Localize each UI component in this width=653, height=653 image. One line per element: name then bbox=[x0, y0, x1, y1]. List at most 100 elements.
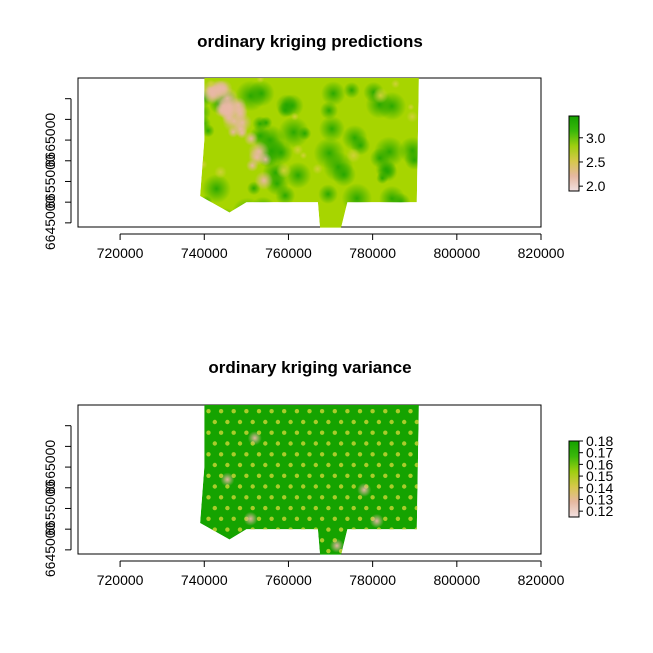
sample-dot bbox=[351, 527, 356, 532]
y-tick-label: 6645000 bbox=[42, 522, 58, 577]
sample-dot bbox=[282, 495, 287, 500]
x-tick-label: 820000 bbox=[518, 245, 565, 261]
sample-dot bbox=[294, 516, 300, 521]
sample-dot bbox=[408, 430, 413, 435]
sample-dot bbox=[269, 409, 274, 414]
sample-dot bbox=[288, 484, 293, 489]
sample-dot bbox=[364, 505, 369, 511]
texture-blob bbox=[404, 150, 419, 170]
sample-dot bbox=[338, 505, 344, 511]
sample-dot bbox=[313, 484, 318, 489]
sample-dot bbox=[414, 527, 419, 532]
texture-blob bbox=[331, 162, 356, 187]
texture-blob bbox=[214, 103, 229, 118]
sample-dot bbox=[408, 473, 413, 478]
sample-dot bbox=[357, 538, 363, 543]
sample-dot bbox=[288, 548, 293, 554]
y-tick-label: 6665000 bbox=[42, 440, 58, 495]
sample-dot bbox=[313, 505, 318, 511]
sample-dot bbox=[237, 484, 243, 489]
sample-dot bbox=[402, 419, 407, 425]
texture-blob bbox=[230, 101, 249, 119]
sample-dot bbox=[319, 473, 325, 478]
sample-dot bbox=[307, 452, 312, 457]
sample-dot bbox=[326, 548, 331, 554]
texture-blob bbox=[366, 211, 381, 226]
sample-dot bbox=[376, 527, 382, 532]
x-axis: 720000 740000 760000 780000 800000 820000 bbox=[97, 233, 565, 261]
sample-dot bbox=[269, 473, 274, 478]
texture-blob bbox=[283, 214, 296, 226]
sample-dot bbox=[225, 441, 230, 446]
sample-dot bbox=[345, 516, 350, 521]
sample-dot bbox=[250, 462, 255, 468]
sample-dot bbox=[263, 505, 268, 511]
sample-dot bbox=[414, 484, 419, 489]
sample-dot bbox=[307, 538, 312, 543]
sample-dot bbox=[206, 538, 211, 543]
sample-dot bbox=[244, 430, 249, 435]
sample-dot bbox=[231, 430, 236, 435]
sample-dot bbox=[288, 419, 293, 425]
sample-dot bbox=[288, 462, 293, 468]
sample-dot bbox=[402, 505, 407, 511]
sample-dot bbox=[338, 419, 344, 425]
sample-dot bbox=[395, 473, 401, 478]
sample-dot bbox=[206, 409, 211, 414]
sample-dot bbox=[218, 452, 224, 457]
sample-dot bbox=[256, 538, 262, 543]
sample-dot bbox=[269, 430, 274, 435]
sample-dot bbox=[408, 452, 413, 457]
sample-dot bbox=[351, 462, 356, 468]
sample-dot bbox=[376, 441, 382, 446]
texture-blob bbox=[343, 82, 360, 99]
texture-blob bbox=[275, 185, 296, 206]
texture-blob bbox=[213, 208, 237, 228]
x-axis: 720000 740000 760000 780000 800000 820000 bbox=[97, 560, 565, 588]
sample-dot bbox=[357, 430, 363, 435]
sample-dot bbox=[364, 527, 369, 532]
sample-dot bbox=[370, 430, 375, 435]
sample-dot bbox=[225, 527, 230, 532]
texture-blob bbox=[201, 124, 215, 138]
sample-dot bbox=[313, 548, 318, 554]
low-variance-patch bbox=[329, 538, 344, 553]
sample-dot bbox=[218, 430, 224, 435]
sample-dot bbox=[376, 462, 382, 468]
texture-blob bbox=[376, 172, 389, 185]
low-variance-patch bbox=[243, 511, 258, 526]
sample-dot bbox=[345, 452, 350, 457]
sample-dot bbox=[282, 473, 287, 478]
sample-dot bbox=[301, 527, 306, 532]
sample-dot bbox=[275, 484, 281, 489]
texture-blob bbox=[250, 196, 276, 222]
texture-blob bbox=[284, 161, 312, 189]
sample-dot bbox=[301, 484, 306, 489]
sample-dot bbox=[231, 495, 236, 500]
sample-dot bbox=[212, 484, 217, 489]
sample-dot bbox=[294, 538, 300, 543]
sample-dot bbox=[225, 419, 230, 425]
sample-dot bbox=[212, 527, 217, 532]
texture-blob bbox=[200, 195, 213, 209]
sample-dot bbox=[237, 462, 243, 468]
sample-dot bbox=[332, 452, 337, 457]
texture-blob bbox=[278, 116, 310, 148]
sample-dot bbox=[206, 430, 211, 435]
sample-dot bbox=[319, 452, 325, 457]
texture-blob bbox=[256, 78, 265, 83]
sample-dot bbox=[389, 441, 394, 446]
texture-blob bbox=[202, 174, 231, 204]
sample-dot bbox=[357, 473, 363, 478]
sample-dot bbox=[231, 452, 236, 457]
sample-dot bbox=[383, 538, 388, 543]
sample-dot bbox=[383, 516, 388, 521]
sample-dot bbox=[389, 484, 394, 489]
sample-dot bbox=[319, 516, 325, 521]
sample-dot bbox=[206, 473, 211, 478]
colorbar-label: 0.14 bbox=[586, 480, 613, 496]
sample-dot bbox=[282, 409, 287, 414]
sample-dot bbox=[338, 462, 344, 468]
